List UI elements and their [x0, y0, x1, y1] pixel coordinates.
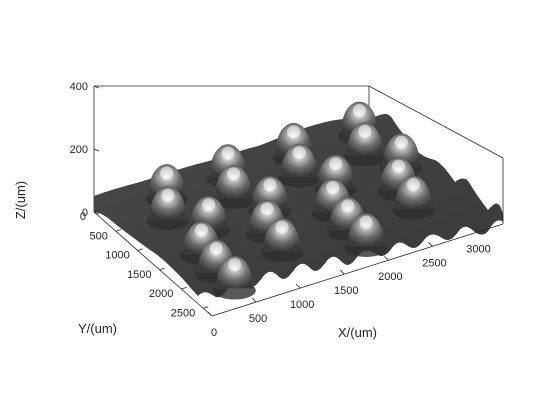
y-tick-mark	[115, 229, 121, 232]
surface-layer	[94, 101, 504, 300]
x-tick-mark	[472, 228, 477, 233]
y-tick-label: 1500	[127, 269, 151, 281]
dome-highlight	[326, 181, 340, 194]
dome-cap	[347, 213, 385, 247]
dome-highlight	[292, 146, 306, 160]
x-tick-label: 3000	[466, 243, 490, 255]
x-axis: 0 500 1000 1500 2000 2500 3000	[207, 228, 491, 339]
dome-highlight	[161, 188, 175, 202]
dome-cap	[346, 122, 384, 156]
axes-box-front	[93, 158, 504, 317]
dome-highlight	[352, 104, 366, 118]
x-tick-label: 0	[211, 327, 217, 339]
x-axis-line	[211, 223, 504, 317]
x-tick-mark	[384, 255, 389, 261]
y-tick-label: 2500	[171, 307, 195, 319]
dome	[213, 255, 256, 300]
dome	[344, 213, 388, 257]
dome-cap	[317, 154, 355, 188]
y-tick-mark	[93, 210, 100, 213]
z-tick-label: 0	[82, 207, 88, 219]
dome-highlight	[359, 215, 373, 229]
x-tick-mark	[428, 242, 433, 247]
z-tick-mark	[93, 148, 100, 152]
y-axis-line	[93, 211, 213, 317]
z-axis: 0 200 400	[70, 81, 100, 219]
y-tick-label: 1000	[105, 250, 129, 262]
dome-highlight	[329, 157, 343, 171]
y-tick-label: 0	[80, 211, 86, 223]
dome-highlight	[406, 178, 420, 192]
dome-highlight	[194, 223, 209, 237]
dome-cap	[251, 176, 289, 209]
dome-highlight	[391, 159, 406, 173]
dome-highlight	[209, 241, 223, 255]
x-tick-label: 1000	[290, 299, 314, 311]
y-tick-mark	[203, 306, 209, 309]
y-tick-mark	[137, 248, 143, 251]
dome-cap	[215, 165, 252, 198]
dome-cap	[280, 143, 318, 177]
dome	[392, 175, 435, 220]
dome-cap	[190, 195, 228, 229]
dome	[212, 165, 255, 209]
dome-highlight	[394, 135, 408, 149]
dome	[278, 143, 321, 188]
dome-cap	[149, 186, 187, 220]
x-tick-mark	[207, 311, 213, 317]
x-tick-label: 500	[249, 313, 267, 325]
dome-highlight	[226, 167, 241, 181]
dome-cap	[216, 255, 254, 289]
x-tick-label: 2000	[378, 271, 402, 283]
dome	[260, 218, 304, 263]
y-tick-label: 500	[89, 230, 107, 242]
z-tick-mark	[93, 211, 100, 215]
dome-highlight	[260, 202, 274, 216]
x-tick-mark	[251, 297, 257, 303]
dome-cap	[394, 175, 432, 209]
z-axis-label: Z/(um)	[13, 181, 28, 219]
dome-highlight	[202, 198, 216, 212]
y-axis-label: Y/(um)	[78, 321, 117, 336]
y-tick-label: 2000	[149, 288, 173, 300]
z-tick-mark	[93, 85, 100, 89]
domes	[145, 101, 435, 300]
dome-cap	[263, 218, 301, 252]
dome-cap	[148, 164, 186, 198]
dome	[146, 186, 190, 231]
dome-highlight	[341, 199, 355, 213]
x-tick-label: 2500	[422, 257, 446, 269]
z-tick-label: 400	[70, 81, 88, 93]
z-tick-label: 200	[70, 144, 88, 156]
y-tick-mark	[159, 267, 165, 271]
dome	[343, 122, 387, 167]
dome-cap	[382, 133, 420, 167]
x-tick-mark	[295, 283, 301, 289]
dome-highlight	[287, 125, 301, 139]
x-axis-label: X/(um)	[338, 325, 377, 340]
dome-highlight	[358, 124, 372, 138]
x-tick-mark	[339, 269, 345, 275]
dome-highlight	[275, 220, 289, 234]
dome-highlight	[221, 146, 235, 160]
y-tick-mark	[181, 287, 187, 290]
dome-highlight	[228, 258, 242, 272]
x-tick-label: 1500	[334, 285, 358, 297]
dome-highlight	[160, 166, 174, 180]
dome-highlight	[263, 178, 277, 192]
